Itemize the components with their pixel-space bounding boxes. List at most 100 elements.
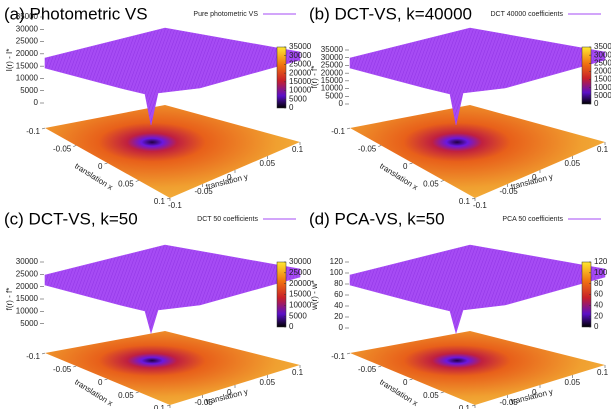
x-tick [135, 180, 139, 182]
y-tick-label: 0.1 [292, 145, 304, 154]
x-tick-label: -0.05 [358, 365, 377, 374]
colorbar-tick-label: 20000 [289, 279, 312, 288]
base-plane [350, 331, 605, 405]
x-tick-label: -0.1 [26, 352, 40, 361]
z-tick-label: 5000 [20, 319, 38, 328]
x-tick [346, 352, 351, 355]
x-tick-label: 0.05 [423, 391, 439, 400]
z-tick-label: 25000 [16, 37, 39, 46]
y-tick-label: 0.05 [260, 378, 276, 387]
z-tick-label: 30000 [16, 257, 39, 266]
colorbar-tick-label: 25000 [289, 268, 312, 277]
x-tick-label: 0.1 [459, 197, 471, 206]
x-tick [73, 365, 77, 368]
surface [349, 27, 606, 126]
x-tick [166, 404, 171, 407]
colorbar-tick-label: 120 [594, 257, 608, 266]
x-tick-label: 0 [403, 378, 408, 387]
z-tick-label: 35000 [321, 45, 344, 54]
y-tick-label: -0.05 [195, 398, 214, 407]
x-tick [346, 127, 351, 130]
x-tick [440, 180, 444, 182]
colorbar [276, 46, 287, 109]
x-tick [73, 145, 77, 147]
base-plane [45, 105, 300, 198]
colorbar-tick-label: 30000 [289, 257, 312, 266]
x-tick-label: 0.1 [154, 197, 166, 206]
colorbar-tick-label: 0 [289, 103, 294, 112]
colorbar-tick-label: 80 [594, 279, 603, 288]
y-tick-label: 0 [227, 173, 232, 182]
surface [44, 244, 301, 335]
x-tick-label: 0.05 [118, 180, 134, 189]
x-tick-label: -0.05 [53, 365, 72, 374]
panel: (b) DCT-VS, k=40000 DCT 40000 coefficient… [309, 4, 611, 210]
colorbar-tick-label: 20000 [594, 67, 611, 76]
x-tick [104, 162, 108, 165]
z-tick-label: 35000 [16, 12, 39, 21]
z-tick-label: 0 [339, 323, 344, 332]
y-tick-label: 0.05 [565, 378, 581, 387]
z-axis-label: w(r) - w* [310, 280, 319, 311]
z-tick-label: 10000 [321, 84, 344, 93]
y-tick-label: 0.05 [565, 159, 581, 168]
x-tick-label: 0 [98, 162, 103, 171]
z-tick-label: 25000 [321, 61, 344, 70]
colorbar-tick-label: 15000 [289, 77, 312, 86]
colorbar-tick-label: 10000 [594, 83, 611, 92]
x-tick-label: -0.1 [26, 127, 40, 136]
surface [44, 27, 301, 126]
z-tick-label: 20000 [16, 282, 39, 291]
y-tick-label: 0 [532, 173, 537, 182]
legend-label: PCA 50 coefficients [502, 216, 563, 223]
z-axis-label: f(r) - f* [5, 288, 14, 311]
legend-label: DCT 50 coefficients [197, 216, 258, 223]
x-tick-label: -0.05 [53, 145, 72, 154]
colorbar-tick-label: 5000 [594, 91, 611, 100]
legend-label: Pure photometric VS [193, 11, 258, 18]
colorbar-tick-label: 20000 [289, 68, 312, 77]
z-axis-label: f(r) - f* [310, 66, 319, 89]
x-tick-label: -0.1 [331, 127, 345, 136]
x-tick [440, 391, 444, 394]
x-tick-label: 0 [403, 162, 408, 171]
z-tick-label: 15000 [16, 61, 39, 70]
x-tick [409, 162, 413, 165]
panel-title: (c) DCT-VS, k=50 [4, 209, 138, 228]
z-tick-label: 30000 [321, 53, 344, 62]
colorbar-tick-label: 0 [594, 322, 599, 331]
y-tick-label: -0.1 [168, 201, 182, 210]
x-tick [378, 145, 382, 147]
x-tick-label: -0.1 [331, 352, 345, 361]
panel: (d) PCA-VS, k=50 PCA 50 coefficients 0 20 40… [309, 209, 609, 409]
colorbar-tick-label: 60 [594, 290, 603, 299]
z-tick-label: 10000 [16, 74, 39, 83]
x-tick [378, 365, 382, 368]
colorbar-tick-label: 30000 [594, 50, 611, 59]
legend-label: DCT 40000 coefficients [490, 11, 563, 18]
y-tick-label: 0.05 [260, 159, 276, 168]
y-tick-label: 0.1 [292, 368, 304, 377]
z-tick-label: 40 [334, 301, 343, 310]
y-tick-label: -0.05 [195, 187, 214, 196]
x-tick-label: 0.1 [459, 404, 471, 409]
z-tick-label: 20000 [16, 49, 39, 58]
colorbar-tick-label: 35000 [289, 42, 312, 51]
colorbar-tick-label: 25000 [289, 60, 312, 69]
x-tick [471, 197, 476, 200]
z-tick-label: 20000 [321, 68, 344, 77]
z-tick-label: 25000 [16, 269, 39, 278]
z-tick-label: 10000 [16, 306, 39, 315]
colorbar-tick-label: 15000 [289, 290, 312, 299]
colorbar-tick-label: 30000 [289, 51, 312, 60]
y-tick-label: -0.05 [500, 398, 519, 407]
x-tick [166, 197, 171, 200]
colorbar-tick-label: 15000 [594, 75, 611, 84]
surface [349, 244, 606, 335]
x-tick [471, 404, 476, 407]
x-tick [104, 378, 108, 381]
y-tick-label: -0.1 [473, 201, 487, 210]
x-axis-label: translation x [378, 377, 419, 407]
x-axis-label: translation x [378, 161, 419, 191]
panel-title: (d) PCA-VS, k=50 [309, 209, 445, 228]
